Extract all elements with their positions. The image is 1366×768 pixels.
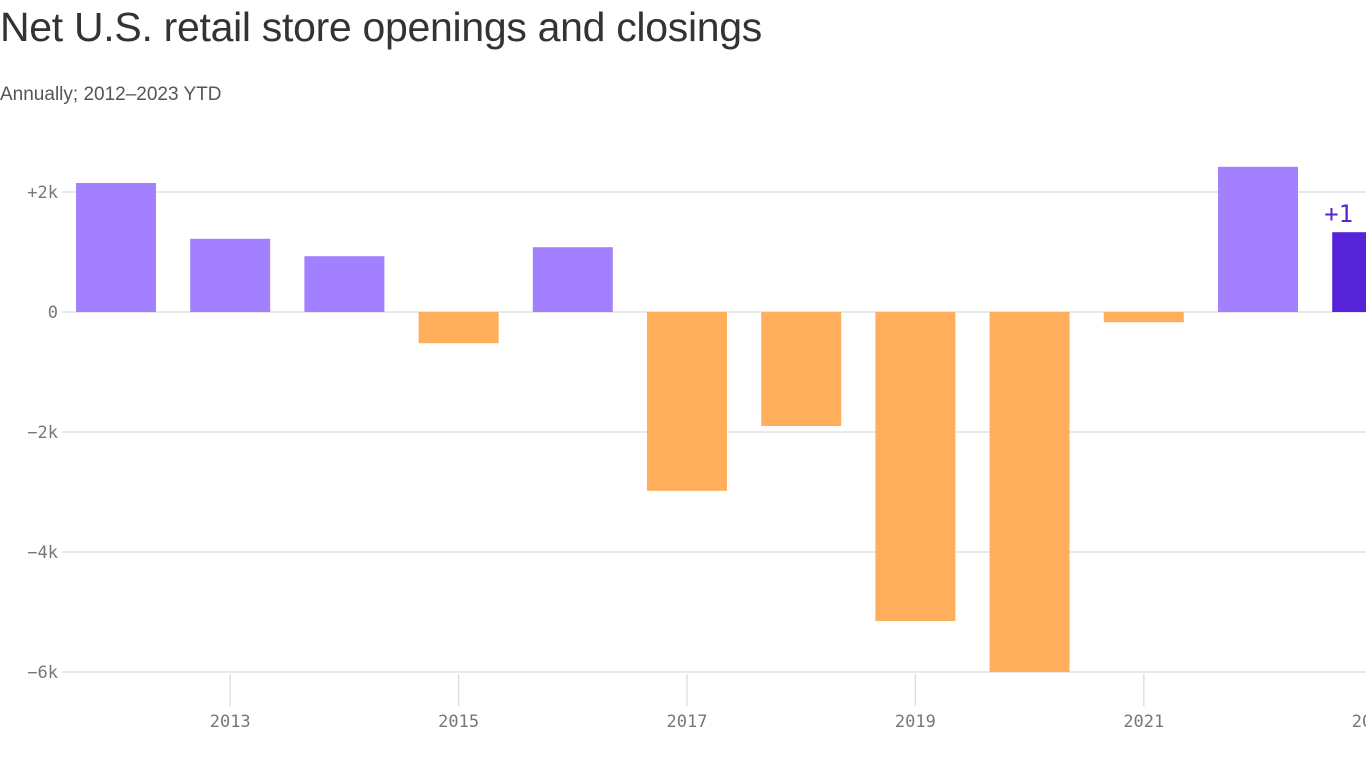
- bar-2015: [418, 312, 499, 344]
- x-tick-label: 2021: [1123, 712, 1164, 732]
- x-tick-label: 2015: [438, 712, 479, 732]
- y-tick-label: −2k: [27, 423, 58, 443]
- bar-2018: [761, 312, 842, 426]
- bar-2017: [647, 312, 727, 491]
- bar-2022: [1218, 166, 1298, 312]
- chart-title: Net U.S. retail store openings and closi…: [0, 4, 762, 50]
- y-tick-label: −6k: [27, 663, 58, 683]
- bar-2013: [190, 238, 271, 312]
- bar-2016: [532, 247, 613, 312]
- data-label-2023: +1: [1324, 200, 1353, 228]
- y-tick-label: −4k: [27, 543, 58, 563]
- x-tick-label: 2019: [895, 712, 936, 732]
- bar-2021: [1103, 312, 1184, 323]
- y-tick-label: +2k: [27, 183, 58, 203]
- bar-2023: [1332, 232, 1366, 312]
- x-tick-label: 2013: [210, 712, 251, 732]
- chart-subtitle: Annually; 2012–2023 YTD: [0, 84, 222, 105]
- y-tick-label: 0: [48, 303, 58, 323]
- bar-2014: [304, 256, 385, 312]
- bar-2019: [875, 312, 956, 621]
- bar-2020: [989, 312, 1070, 672]
- x-tick-label: 2017: [667, 712, 708, 732]
- x-tick-label: 2023: [1352, 712, 1366, 732]
- bar-2012: [76, 183, 156, 312]
